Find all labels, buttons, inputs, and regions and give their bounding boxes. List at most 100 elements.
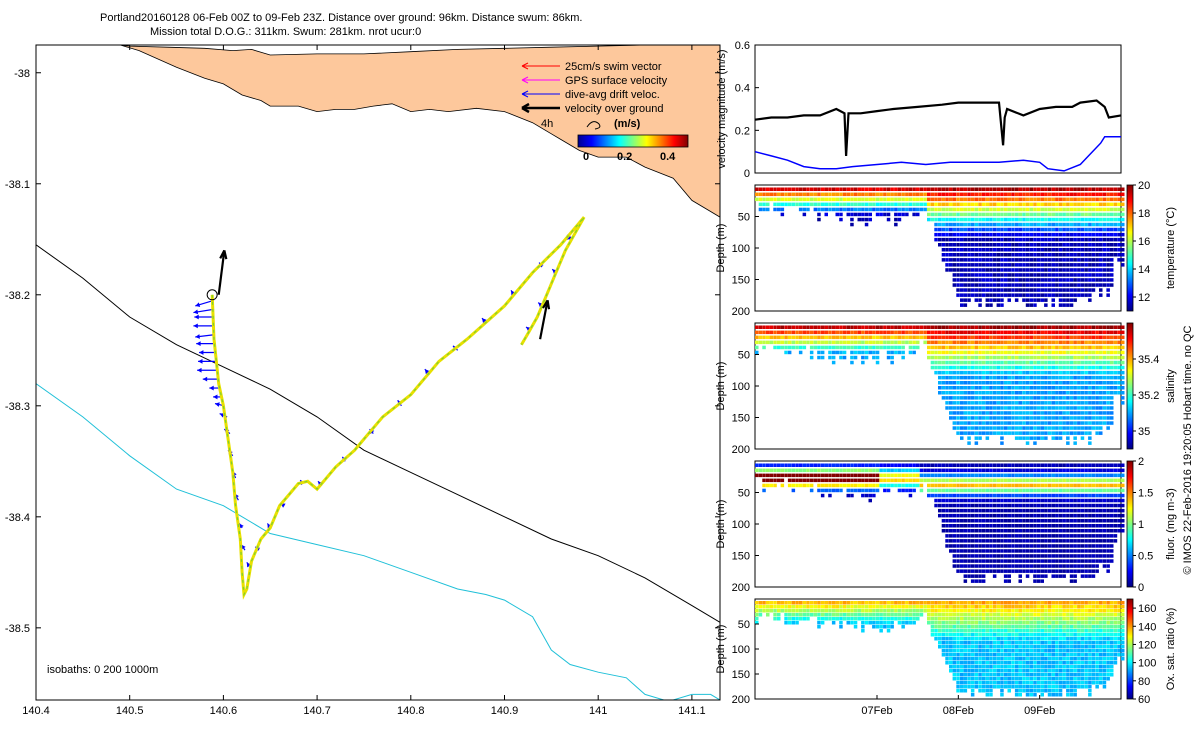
section-point bbox=[1040, 283, 1044, 287]
section-point bbox=[963, 263, 968, 267]
section-point bbox=[960, 406, 964, 410]
section-point bbox=[1121, 360, 1125, 365]
section-point bbox=[1095, 539, 1099, 543]
section-point bbox=[1007, 559, 1011, 563]
section-point bbox=[1113, 503, 1118, 508]
section-point bbox=[1084, 187, 1088, 191]
section-point bbox=[1069, 283, 1074, 287]
section-point bbox=[1036, 355, 1041, 360]
section-point bbox=[901, 187, 905, 191]
section-point bbox=[817, 468, 821, 473]
section-point bbox=[970, 325, 975, 329]
section-point bbox=[941, 629, 946, 633]
section-point bbox=[952, 340, 957, 345]
section-point bbox=[952, 416, 957, 420]
section-point bbox=[1095, 330, 1099, 335]
section-point bbox=[970, 406, 975, 410]
section-point bbox=[1088, 488, 1092, 493]
section-point bbox=[824, 192, 828, 197]
section-point bbox=[1062, 268, 1066, 272]
section-point bbox=[949, 360, 953, 365]
section-point bbox=[1095, 207, 1099, 212]
section-point bbox=[766, 335, 770, 340]
section-point bbox=[1091, 534, 1096, 538]
section-point bbox=[1077, 222, 1081, 227]
section-point bbox=[930, 360, 935, 365]
section-point bbox=[974, 539, 979, 543]
section-point bbox=[875, 345, 880, 350]
section-point bbox=[912, 468, 916, 473]
section-point bbox=[1084, 473, 1088, 478]
section-point bbox=[791, 613, 796, 617]
section-point bbox=[791, 330, 796, 335]
section-point bbox=[956, 625, 960, 629]
section-point bbox=[1011, 340, 1015, 345]
section-point bbox=[784, 601, 788, 605]
section-point bbox=[963, 232, 968, 237]
section-point bbox=[941, 187, 946, 191]
section-point bbox=[1040, 468, 1044, 473]
section-point bbox=[1051, 197, 1055, 202]
section-point bbox=[952, 493, 957, 498]
section-point bbox=[1011, 263, 1015, 267]
section-point bbox=[1055, 431, 1059, 435]
section-point bbox=[941, 232, 946, 237]
section-point bbox=[934, 468, 938, 473]
section-point bbox=[1080, 574, 1085, 578]
section-point bbox=[1058, 360, 1063, 365]
section-point bbox=[883, 187, 887, 191]
map-x-tick-label: 140.9 bbox=[491, 705, 519, 717]
section-point bbox=[1036, 237, 1041, 242]
section-point bbox=[963, 370, 968, 375]
section-point bbox=[927, 350, 931, 355]
section-point bbox=[1091, 529, 1096, 533]
section-point bbox=[1044, 283, 1048, 287]
section-point bbox=[956, 657, 960, 661]
section-point bbox=[879, 609, 883, 613]
section-point bbox=[820, 345, 825, 350]
section-point bbox=[798, 325, 803, 329]
section-point bbox=[981, 391, 986, 395]
section-point bbox=[1073, 468, 1077, 473]
section-point bbox=[1003, 243, 1008, 247]
section-point bbox=[963, 227, 968, 232]
section-point bbox=[1022, 391, 1026, 395]
section-point bbox=[894, 335, 898, 340]
section-point bbox=[1018, 340, 1022, 345]
section-point bbox=[963, 649, 968, 653]
section-point bbox=[1025, 192, 1030, 197]
section-point bbox=[828, 192, 832, 197]
section-point bbox=[978, 685, 982, 689]
section-point bbox=[923, 207, 927, 212]
section-point bbox=[908, 621, 913, 625]
section-point bbox=[1007, 340, 1011, 345]
section-point bbox=[1077, 207, 1081, 212]
section-point bbox=[828, 345, 832, 350]
section-point bbox=[1095, 227, 1099, 232]
section-point bbox=[927, 217, 931, 222]
section-point bbox=[795, 202, 799, 207]
section-point bbox=[1018, 217, 1022, 222]
section-point bbox=[890, 207, 894, 212]
section-point bbox=[1044, 483, 1048, 488]
section-point bbox=[1077, 263, 1081, 267]
section-point bbox=[791, 325, 796, 329]
section-point bbox=[963, 685, 968, 689]
section-point bbox=[981, 605, 986, 609]
section-point bbox=[967, 207, 971, 212]
section-point bbox=[1066, 232, 1070, 237]
section-point bbox=[1066, 370, 1070, 375]
section-point bbox=[835, 325, 839, 329]
section-point bbox=[853, 488, 858, 493]
section-point bbox=[1000, 381, 1004, 385]
section-point bbox=[784, 350, 788, 355]
section-point bbox=[1095, 232, 1099, 237]
section-point bbox=[773, 192, 777, 197]
section-point bbox=[766, 473, 770, 478]
section-point bbox=[985, 237, 990, 242]
section-point bbox=[868, 617, 872, 621]
section-point bbox=[853, 350, 858, 355]
section-point bbox=[956, 381, 960, 385]
section-point bbox=[963, 488, 968, 493]
section-point bbox=[1058, 544, 1063, 548]
